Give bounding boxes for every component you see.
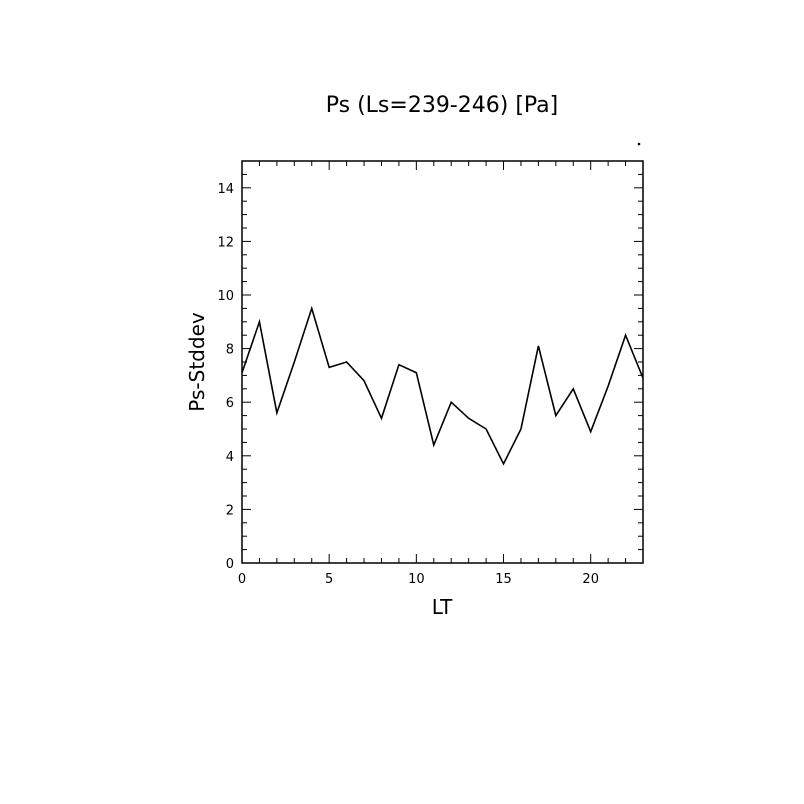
y-tick-label: 12 bbox=[217, 235, 234, 250]
series-line bbox=[241, 305, 644, 466]
plot-frame bbox=[241, 160, 644, 564]
x-tick-label: 10 bbox=[408, 572, 425, 587]
y-tick-label: 0 bbox=[226, 557, 234, 572]
x-tick-label: 15 bbox=[495, 572, 512, 587]
y-tick-label: 8 bbox=[226, 343, 234, 358]
x-tick-label: 5 bbox=[325, 572, 333, 587]
x-tick-label: 20 bbox=[582, 572, 599, 587]
chart-title: Ps (Ls=239-246) [Pa] bbox=[326, 93, 559, 118]
tick-labels: 0 2 4 6 8 10 12 14 0 5 10 15 20 bbox=[217, 182, 599, 587]
y-tick-label: 2 bbox=[226, 503, 234, 518]
corner-dot bbox=[637, 142, 641, 146]
y-tick-label: 4 bbox=[226, 450, 234, 465]
y-axis-label: Ps-Stddev bbox=[185, 312, 209, 412]
y-tick-label: 10 bbox=[217, 289, 234, 304]
y-tick-label: 6 bbox=[226, 396, 234, 411]
y-tick-label: 14 bbox=[217, 182, 234, 197]
x-axis-label: LT bbox=[432, 595, 453, 619]
x-tick-label: 0 bbox=[238, 572, 246, 587]
